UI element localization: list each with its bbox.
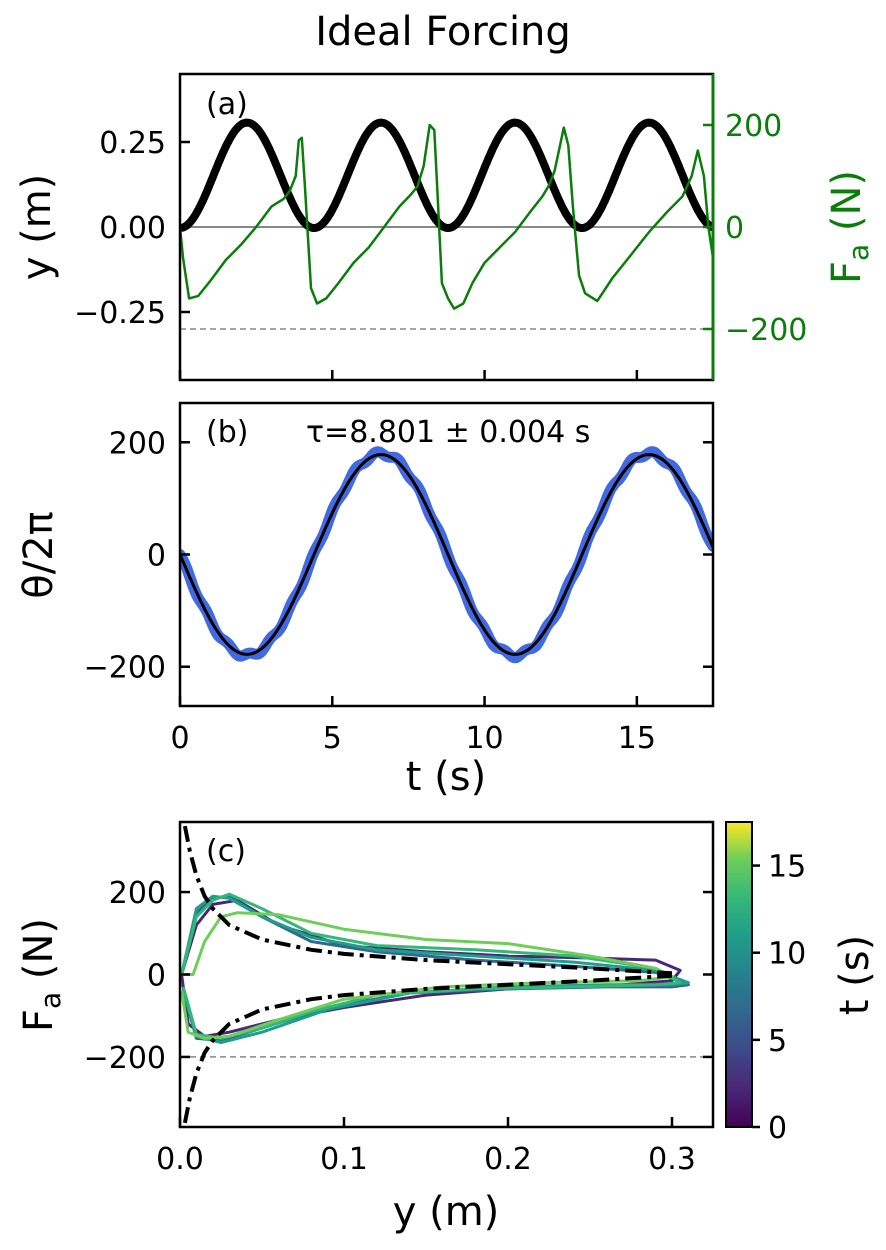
panel-c-lower-model bbox=[182, 973, 673, 1124]
panel-a-y2tick-label: 200 bbox=[725, 109, 782, 144]
colorbar-tick-label: 10 bbox=[768, 937, 806, 972]
panel-c-xtick-label: 0.0 bbox=[156, 1142, 204, 1177]
panel-a-y2tick-label: −200 bbox=[725, 313, 807, 348]
panel-a-y2label-main: F bbox=[824, 261, 870, 284]
panel-c-label: (c) bbox=[206, 834, 246, 869]
panel-a: −0.25 0.00 0.25 −200 0 200 (a) y (m) Fa (N) bbox=[14, 72, 875, 382]
panel-b-xtick-label: 10 bbox=[465, 721, 503, 756]
panel-a-ylabel: y (m) bbox=[14, 174, 60, 281]
panel-b-ylabel: θ/2π bbox=[16, 511, 62, 598]
panel-a-ytick-label: −0.25 bbox=[74, 296, 166, 331]
panel-c: −200 0 200 0.0 0.1 0.2 0.3 (c) Fa (N) y (m) bbox=[16, 820, 715, 1235]
panel-b-label: (b) bbox=[206, 415, 248, 450]
colorbar-tick-label: 15 bbox=[768, 850, 806, 885]
panel-b-ytick-label: 0 bbox=[147, 539, 166, 574]
panel-c-ylabel-rest: (N) bbox=[16, 918, 62, 992]
panel-a-y2tick-label: 0 bbox=[725, 211, 744, 246]
panel-c-ytick-label: −200 bbox=[84, 1041, 166, 1076]
panel-b-ytick-label: −200 bbox=[84, 651, 166, 686]
panel-c-xtick-label: 0.1 bbox=[320, 1142, 368, 1177]
panel-b-xtick-label: 5 bbox=[323, 721, 342, 756]
panel-c-loop-t16 bbox=[180, 911, 674, 1040]
panel-c-ylabel-sub: a bbox=[34, 992, 67, 1009]
colorbar-label: t (s) bbox=[832, 935, 878, 1015]
panel-c-ylabel-main: F bbox=[16, 1009, 62, 1032]
panel-a-label: (a) bbox=[206, 87, 248, 122]
panel-c-loop-t6 bbox=[180, 894, 690, 1042]
panel-a-y2label-sub: a bbox=[842, 244, 875, 261]
panel-c-ytick-label: 0 bbox=[147, 959, 166, 994]
panel-a-ytick-label: 0.25 bbox=[99, 126, 166, 161]
panel-b-xtick-label: 0 bbox=[170, 721, 189, 756]
panel-c-upper-model bbox=[182, 825, 673, 976]
panel-a-series-y bbox=[180, 118, 713, 232]
colorbar-tick-label: 0 bbox=[768, 1111, 787, 1146]
colorbar: 0 5 10 15 t (s) bbox=[725, 821, 878, 1146]
panel-c-xtick-label: 0.3 bbox=[648, 1142, 696, 1177]
panel-b-xtick-label: 15 bbox=[618, 721, 656, 756]
panel-c-xtick-label: 0.2 bbox=[484, 1142, 532, 1177]
panel-c-ytick-label: 200 bbox=[109, 876, 166, 911]
panel-b-series-fit bbox=[180, 453, 713, 656]
panel-a-y2label-rest: (N) bbox=[824, 170, 870, 244]
panel-a-ytick-label: 0.00 bbox=[99, 211, 166, 246]
colorbar-gradient bbox=[725, 821, 753, 1128]
panel-a-y2label: Fa (N) bbox=[824, 170, 875, 284]
panel-c-xlabel: y (m) bbox=[393, 1189, 500, 1235]
panel-a-series-fa bbox=[180, 123, 713, 310]
panel-c-frame bbox=[178, 820, 715, 1129]
colorbar-tick-label: 5 bbox=[768, 1024, 787, 1059]
figure-title: Ideal Forcing bbox=[315, 9, 571, 55]
panel-b-annotation: τ=8.801 ± 0.004 s bbox=[306, 415, 590, 450]
panel-b-ytick-label: 200 bbox=[109, 426, 166, 461]
panel-b-xlabel: t (s) bbox=[406, 754, 486, 800]
panel-c-ylabel: Fa (N) bbox=[16, 918, 67, 1032]
